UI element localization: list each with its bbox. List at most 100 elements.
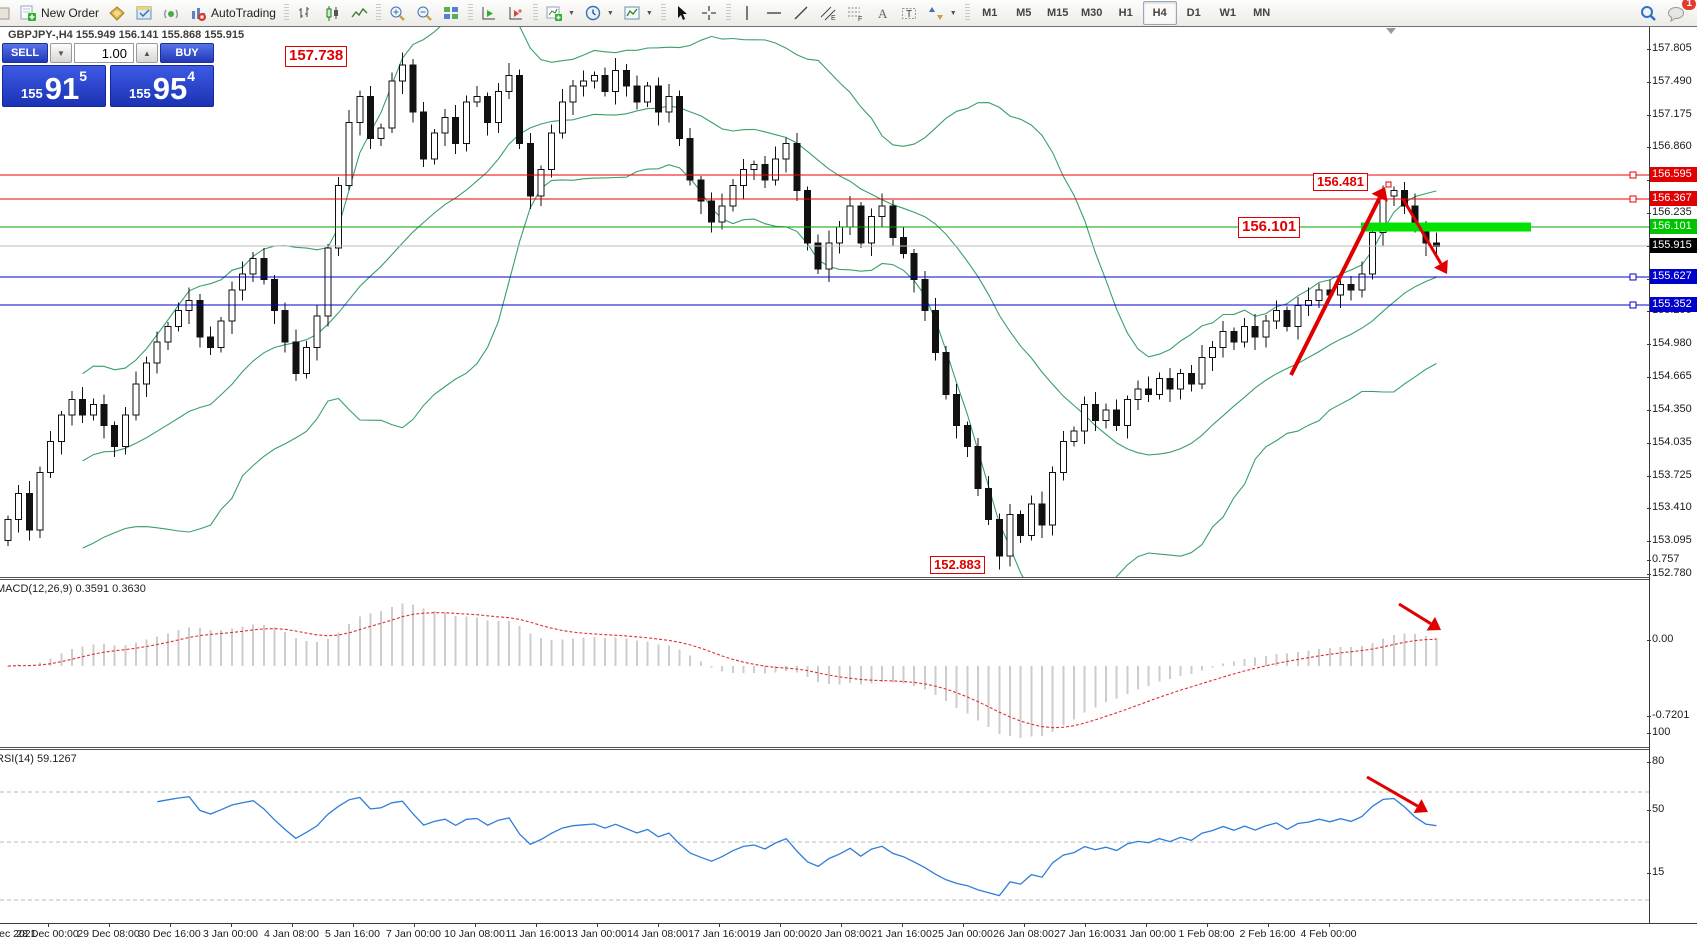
macd-bar — [838, 666, 841, 685]
fibonacci-tool[interactable]: F — [842, 1, 869, 25]
macd-bar — [316, 642, 319, 666]
macd-bar — [998, 666, 1001, 734]
price-axis[interactable]: 157.805157.490157.175156.860156.545156.2… — [1646, 27, 1697, 923]
macd-bar — [753, 666, 756, 673]
price-chart-canvas[interactable] — [0, 27, 1649, 577]
timeframe-button-m30[interactable]: M30 — [1081, 7, 1103, 19]
chart-play-icon — [482, 6, 495, 19]
line-chart-type-button[interactable] — [346, 1, 373, 25]
macd-bar — [550, 639, 553, 666]
annotation-arrow[interactable] — [1289, 196, 1382, 376]
date-label: 10 Jan 08:00 — [444, 928, 505, 940]
volume-increase-button[interactable]: ▲ — [136, 43, 158, 63]
candle-body — [1145, 388, 1153, 395]
timeframe-button-m15[interactable]: M15 — [1047, 7, 1069, 19]
step-forward-button[interactable] — [503, 1, 530, 25]
trendline-tool[interactable] — [788, 1, 815, 25]
line-handle[interactable] — [1629, 171, 1637, 179]
add-indicator-button[interactable]: ▼ — [541, 1, 580, 25]
strategy-test-button[interactable] — [476, 1, 503, 25]
crosshair-tool-button[interactable] — [696, 1, 723, 25]
bar-chart-icon — [298, 6, 309, 18]
macd-chart-canvas[interactable] — [0, 580, 1649, 747]
price-tick-label: 153.095 — [1647, 534, 1692, 546]
date-tick — [1023, 924, 1025, 927]
price-label[interactable]: 156.481 — [1313, 173, 1368, 192]
macd-bar — [1350, 646, 1353, 666]
buy-price-box[interactable]: 155 95 4 — [110, 65, 214, 107]
price-label[interactable]: 152.883 — [930, 556, 985, 575]
candle-body — [676, 96, 684, 139]
vertical-line-tool[interactable] — [734, 1, 761, 25]
new-order-button[interactable]: New Order — [15, 1, 104, 25]
dropdown-caret: ▼ — [949, 9, 957, 17]
annotation-arrow[interactable] — [1401, 198, 1443, 265]
panel-separator[interactable] — [0, 577, 1697, 580]
buy-button[interactable]: BUY — [160, 43, 214, 63]
channel-tool[interactable]: E — [815, 1, 842, 25]
macd-tick-label: 0.757 — [1647, 553, 1680, 565]
candle-body — [985, 487, 993, 521]
timeframe-button-m1[interactable]: M1 — [982, 7, 998, 19]
bar-chart-type-button[interactable] — [292, 1, 319, 25]
timeframe-button-m5[interactable]: M5 — [1016, 7, 1032, 19]
zoom-out-button[interactable] — [411, 1, 438, 25]
panel-separator[interactable] — [0, 747, 1697, 750]
text-tool[interactable]: A — [869, 1, 896, 25]
text-label-tool[interactable]: T — [896, 1, 923, 25]
annotation-arrow[interactable] — [1366, 775, 1419, 808]
templates-button[interactable]: ▼ — [619, 1, 658, 25]
timeframe-button-w1[interactable]: W1 — [1219, 7, 1236, 19]
sell-price-box[interactable]: 155 91 5 — [2, 65, 106, 107]
periods-button[interactable]: ▼ — [580, 1, 619, 25]
search-icon — [1641, 6, 1656, 21]
price-label[interactable]: 156.101 — [1238, 217, 1301, 238]
macd-bar — [1382, 638, 1385, 666]
timeframe-button-h4[interactable]: H4 — [1142, 1, 1177, 25]
search-button[interactable] — [1634, 1, 1662, 25]
timeframe-button-d1[interactable]: D1 — [1186, 7, 1201, 19]
chart-shift-marker[interactable] — [1386, 28, 1396, 34]
price-tick-label: 156.235 — [1647, 206, 1692, 218]
notifications-button[interactable]: 1 — [1662, 0, 1696, 25]
macd-bar — [1147, 666, 1150, 686]
line-handle[interactable] — [1629, 301, 1637, 309]
macd-bar — [284, 632, 287, 666]
line-handle[interactable] — [1629, 195, 1637, 203]
date-label: 2 Feb 16:00 — [1239, 928, 1296, 940]
horizontal-line-tool[interactable] — [761, 1, 788, 25]
signals-button[interactable] — [158, 1, 185, 25]
macd-bar — [721, 666, 724, 672]
volume-decrease-button[interactable]: ▼ — [50, 43, 72, 63]
autotrading-button[interactable]: AutoTrading — [185, 1, 281, 25]
volume-input[interactable] — [74, 43, 134, 63]
price-label[interactable]: 157.738 — [285, 46, 348, 67]
quotes-button[interactable] — [104, 1, 131, 25]
rsi-chart-canvas[interactable] — [0, 750, 1649, 923]
date-label: 3 Jan 00:00 — [203, 928, 258, 940]
macd-bar — [1126, 666, 1129, 695]
candle-body — [1337, 284, 1344, 296]
metaeditor-button[interactable] — [131, 1, 158, 25]
timeframe-button-mn[interactable]: MN — [1253, 7, 1271, 19]
zoom-in-button[interactable] — [384, 1, 411, 25]
green-zone-bar[interactable] — [1361, 222, 1531, 232]
sell-button[interactable]: SELL — [2, 43, 48, 63]
line-handle[interactable] — [1629, 273, 1637, 281]
candle-body — [409, 64, 417, 113]
arrows-tool[interactable]: ▼ — [923, 1, 962, 25]
candle-body — [271, 278, 278, 312]
macd-bar — [508, 621, 511, 666]
candlestick-type-button[interactable] — [319, 1, 346, 25]
timeframe-button-h1[interactable]: H1 — [1118, 7, 1133, 19]
cursor-tool-button[interactable] — [669, 1, 696, 25]
bollinger-band-l — [82, 164, 1437, 577]
clipped-toolbar-icon[interactable] — [0, 1, 15, 25]
text-label-icon: T — [901, 7, 916, 20]
date-tick — [840, 924, 842, 927]
buy-price-point: 4 — [187, 68, 195, 84]
chart-title-ohlc: GBPJPY-,H4 155.949 156.141 155.868 155.9… — [8, 29, 245, 41]
tile-windows-button[interactable] — [438, 1, 465, 25]
annotation-arrow[interactable] — [1398, 602, 1432, 625]
